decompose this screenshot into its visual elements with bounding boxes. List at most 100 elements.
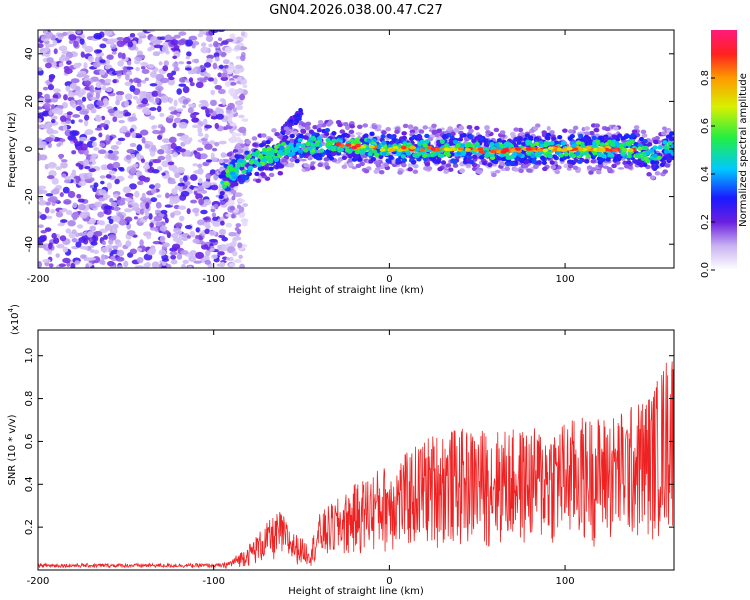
heatmap-cell (191, 117, 199, 123)
heatmap-cell (129, 33, 136, 38)
heatmap-cell (65, 120, 71, 125)
heatmap-cell (119, 167, 125, 172)
heatmap-cell (316, 123, 323, 129)
heatmap-cell (348, 162, 354, 167)
heatmap-cell (167, 78, 175, 86)
heatmap-cell (217, 244, 222, 251)
heatmap-cell (489, 149, 496, 154)
heatmap-cell (77, 198, 85, 203)
heatmap-cell (445, 163, 452, 168)
heatmap-cell (110, 144, 119, 150)
heatmap-cell (106, 54, 114, 61)
heatmap-cell (165, 192, 170, 199)
heatmap-cell (234, 226, 240, 232)
heatmap-cell (434, 147, 441, 152)
heatmap-cell (237, 177, 244, 183)
heatmap-cell (115, 256, 125, 262)
heatmap-cell (499, 130, 506, 135)
heatmap-cell (477, 147, 484, 151)
heatmap-cell (385, 158, 391, 163)
heatmap-cell (126, 60, 132, 66)
heatmap-cell (200, 46, 210, 54)
heatmap-cell (440, 160, 447, 165)
heatmap-cell (93, 182, 99, 188)
heatmap-cell (125, 74, 130, 81)
heatmap-cell (99, 259, 105, 265)
heatmap-cell (109, 198, 114, 203)
heatmap-cell (89, 184, 95, 189)
heatmap-cell (373, 169, 380, 174)
heatmap-cell (261, 158, 267, 163)
heatmap-cell (496, 156, 502, 161)
heatmap-cell (48, 242, 53, 250)
heatmap-cell (185, 39, 194, 47)
heatmap-cell (536, 160, 542, 165)
heatmap-cell (226, 200, 235, 207)
heatmap-cell (371, 124, 378, 130)
heatmap-cell (649, 175, 656, 180)
heatmap-cell (173, 44, 180, 51)
heatmap-cell (179, 177, 184, 183)
heatmap-cell (76, 73, 85, 78)
heatmap-cell (96, 100, 105, 107)
heatmap-cell (414, 147, 421, 153)
heatmap-cell (294, 118, 299, 122)
heatmap-cell (140, 66, 146, 70)
heatmap-cell (317, 162, 324, 168)
heatmap-cell (171, 243, 181, 250)
heatmap-cell (152, 124, 158, 129)
heatmap-cell (90, 177, 95, 182)
heatmap-cell (115, 114, 124, 119)
heatmap-cell (157, 135, 163, 140)
heatmap-cell (664, 163, 671, 168)
heatmap-cell (38, 67, 43, 72)
colorbar-gradient (711, 30, 737, 270)
heatmap-cell (160, 126, 166, 134)
heatmap-cell (317, 120, 324, 125)
heatmap-cell (484, 125, 490, 131)
heatmap-cell (221, 236, 228, 242)
heatmap-cell (63, 198, 72, 205)
heatmap-cell (169, 251, 178, 256)
heatmap-cell (216, 113, 224, 120)
heatmap-cell (211, 254, 218, 260)
heatmap-cell (293, 114, 298, 119)
heatmap-cell (84, 45, 94, 53)
heatmap-cell (292, 130, 298, 136)
heatmap-cell (611, 163, 617, 169)
heatmap-cell (443, 169, 449, 174)
heatmap-cell (135, 78, 142, 84)
heatmap-cell (182, 259, 189, 264)
heatmap-cell (638, 136, 645, 142)
heatmap-cell (43, 102, 51, 109)
heatmap-cell (189, 250, 197, 256)
heatmap-cell (225, 80, 231, 88)
heatmap-cell (367, 135, 374, 140)
heatmap-cell (198, 121, 204, 127)
heatmap-cell (172, 62, 179, 68)
heatmap-cell (161, 45, 169, 53)
heatmap-cell (60, 161, 68, 169)
heatmap-cell (604, 126, 611, 132)
heatmap-cell (64, 68, 73, 74)
heatmap-cell (357, 124, 363, 129)
heatmap-cell (195, 185, 205, 192)
heatmap-cell (104, 208, 112, 215)
x-tick-label: 0 (386, 274, 392, 285)
heatmap-cell (71, 103, 77, 109)
heatmap-cell (148, 213, 153, 220)
heatmap-cell (325, 138, 331, 143)
heatmap-cell (141, 98, 149, 105)
heatmap-cell (99, 43, 107, 49)
heatmap-cell (218, 140, 227, 145)
heatmap-cell (662, 145, 668, 150)
spectrogram-x-label: Height of straight line (km) (288, 285, 424, 296)
heatmap-cell (197, 132, 204, 137)
heatmap-cell (46, 175, 55, 179)
heatmap-cell (205, 108, 210, 115)
heatmap-cell (542, 148, 549, 153)
heatmap-cell (101, 240, 106, 246)
heatmap-cell (159, 36, 167, 41)
heatmap-cell (130, 167, 137, 174)
heatmap-cell (276, 162, 283, 167)
